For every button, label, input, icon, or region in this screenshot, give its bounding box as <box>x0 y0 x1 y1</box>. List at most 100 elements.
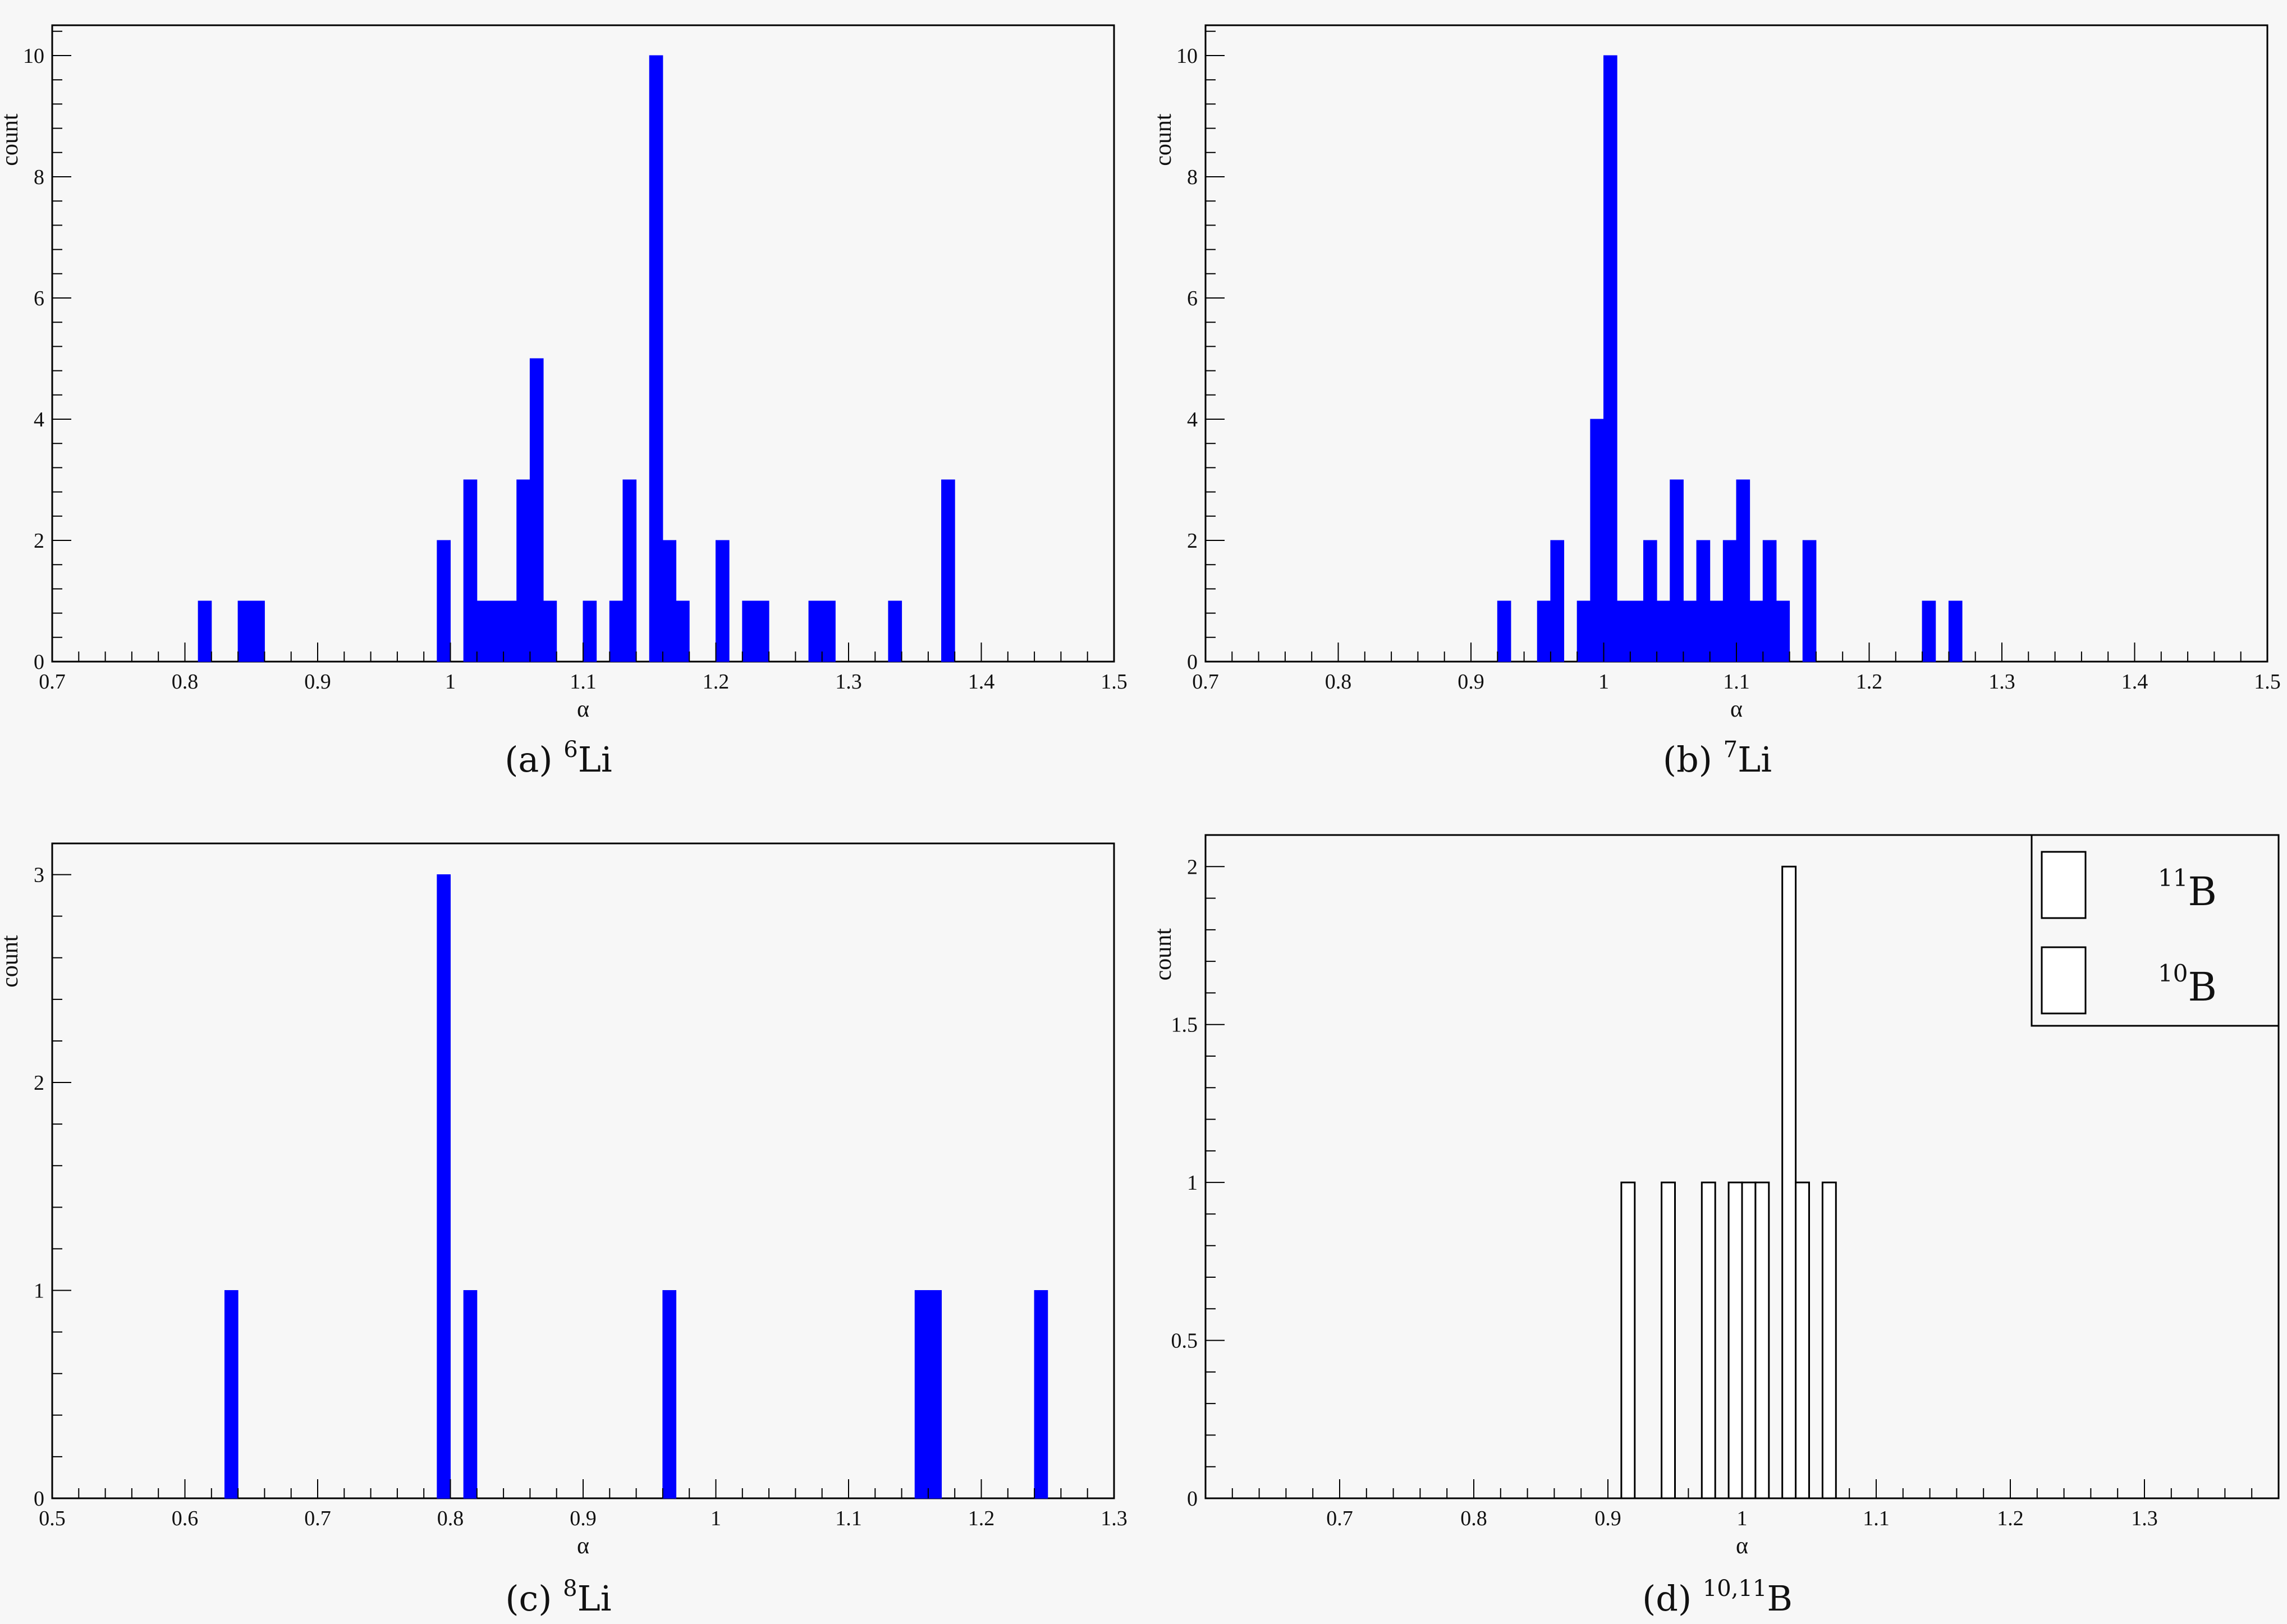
histogram-bar <box>198 600 212 662</box>
y-tick-label: 8 <box>1187 166 1198 189</box>
panel-caption: (d) 10,11B <box>1642 1576 1793 1619</box>
y-tick-label: 6 <box>1187 287 1198 310</box>
histogram-bar <box>1620 1181 1636 1499</box>
histogram-bar <box>649 55 663 662</box>
y-tick-label: 4 <box>34 408 44 432</box>
legend-entry: 10B <box>2158 960 2217 1010</box>
histogram-bar <box>529 358 544 662</box>
x-tick-label: 1.3 <box>1988 670 2015 694</box>
x-tick-label: 1.5 <box>2254 670 2281 694</box>
histogram-bar <box>463 1290 478 1499</box>
x-tick-label: 1.3 <box>835 670 862 694</box>
y-tick-label: 3 <box>34 864 44 887</box>
histogram-bar <box>1722 540 1737 662</box>
legend-swatch <box>2041 851 2087 919</box>
y-tick-label: 10 <box>23 44 44 68</box>
histogram-bar <box>1701 1181 1716 1499</box>
x-axis-label: α <box>1730 696 1743 722</box>
x-tick-label: 0.9 <box>1594 1507 1621 1530</box>
histogram-bar <box>1683 600 1697 662</box>
panel-b: 0.7 0.8 0.9 1 1.1 1.2 1.3 1.4 1.5 0 2 4 6 8 10 α count (b… <box>1151 24 2281 780</box>
x-tick-label: 0.9 <box>570 1507 597 1530</box>
x-tick-label: 1.2 <box>703 670 730 694</box>
x-axis-label: α <box>1736 1533 1748 1559</box>
y-tick-label: 0 <box>1187 1487 1198 1511</box>
histogram-bar <box>1802 540 1817 662</box>
x-tick-label: 1 <box>445 670 456 694</box>
y-tick-label: 8 <box>34 166 44 189</box>
x-tick-label: 1.5 <box>1101 670 1128 694</box>
y-tick-label: 1 <box>1187 1171 1198 1195</box>
histogram-bar <box>437 874 451 1499</box>
histogram-bar <box>1034 1290 1048 1499</box>
y-tick-label: 0 <box>1187 650 1198 674</box>
histogram-bar <box>808 600 823 662</box>
histogram-bar <box>237 600 252 662</box>
histogram-bar <box>914 1290 929 1499</box>
histogram-bar <box>437 540 451 662</box>
histogram-bar <box>516 479 530 662</box>
histogram-bar <box>1616 600 1631 662</box>
histogram-bar <box>1550 540 1565 662</box>
panel-c: 0.5 0.6 0.7 0.8 0.9 1 1.1 1.2 1.3 0 1 2 3 α count (c) 8… <box>0 842 1128 1619</box>
histogram-bar <box>1643 540 1657 662</box>
histogram-bar <box>1497 600 1511 662</box>
histogram-bar <box>1754 1181 1770 1499</box>
panel-caption: (b) 7Li <box>1663 737 1772 780</box>
histogram-bar <box>716 540 730 662</box>
x-tick-label: 1 <box>1598 670 1609 694</box>
x-tick-label: 0.6 <box>172 1507 199 1530</box>
histogram-bar <box>822 600 836 662</box>
histogram-bar <box>1776 600 1790 662</box>
histogram-bar <box>1670 479 1684 662</box>
histogram-bar <box>1727 1181 1743 1499</box>
y-tick-label: 0.5 <box>1171 1329 1198 1353</box>
histogram-bar <box>755 600 769 662</box>
panel-d: 0.7 0.8 0.9 1 1.1 1.2 1.3 0 0.5 1 1.5 2 α count (d) 10… <box>1151 834 2280 1619</box>
histogram-bar <box>476 600 491 662</box>
histogram-bar <box>1922 600 1936 662</box>
x-tick-label: 1.2 <box>1856 670 1883 694</box>
x-tick-label: 0.8 <box>1460 1507 1487 1530</box>
x-tick-label: 1.1 <box>1863 1507 1890 1530</box>
x-tick-label: 1.3 <box>1101 1507 1128 1530</box>
histogram-bar <box>1656 600 1671 662</box>
panel-caption: (c) 8Li <box>505 1576 611 1619</box>
panel-caption: (a) 6Li <box>505 737 612 780</box>
legend-entry: 11B <box>2158 864 2217 915</box>
y-axis-label: count <box>1151 113 1176 166</box>
x-tick-label: 1.2 <box>968 1507 995 1530</box>
y-tick-label: 1.5 <box>1171 1013 1198 1037</box>
y-tick-label: 4 <box>1187 408 1198 432</box>
histogram-bar <box>583 600 597 662</box>
histogram-bar <box>1948 600 1963 662</box>
x-axis-label: α <box>577 696 589 722</box>
x-tick-label: 1.4 <box>2121 670 2148 694</box>
y-tick-label: 1 <box>34 1279 44 1303</box>
legend-swatch <box>2041 946 2087 1015</box>
histogram-bar <box>1749 600 1763 662</box>
x-tick-label: 0.7 <box>1326 1507 1353 1530</box>
histogram-bar <box>251 600 265 662</box>
histogram-bar <box>941 479 955 662</box>
histogram-bar <box>489 600 504 662</box>
x-tick-label: 1.2 <box>1997 1507 2024 1530</box>
histogram-bar <box>224 1290 239 1499</box>
histogram-bar <box>1709 600 1724 662</box>
y-tick-label: 0 <box>34 650 44 674</box>
histogram-bar <box>928 1290 942 1499</box>
x-tick-label: 0.7 <box>39 670 66 694</box>
histogram-bar <box>1661 1181 1676 1499</box>
histogram-bar <box>1603 55 1617 662</box>
y-axis-label: count <box>0 113 23 166</box>
x-tick-label: 0.8 <box>172 670 199 694</box>
x-tick-label: 1.4 <box>968 670 995 694</box>
histogram-bar <box>888 600 902 662</box>
histogram-bar <box>609 600 624 662</box>
x-tick-label: 1.1 <box>1723 670 1750 694</box>
histogram-bar <box>1590 419 1605 662</box>
x-tick-label: 0.8 <box>437 1507 464 1530</box>
panel-a: 0.7 0.8 0.9 1 1.1 1.2 1.3 1.4 1.5 0 2 4 6 8 10 α count (a… <box>0 24 1128 780</box>
x-tick-label: 0.7 <box>304 1507 331 1530</box>
